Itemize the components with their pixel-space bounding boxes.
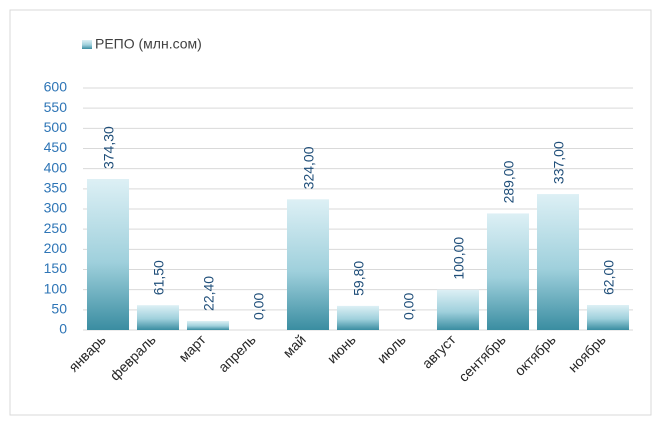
y-tick-label: 150 [44,260,68,276]
value-label: 374,30 [101,126,117,169]
bar [187,320,229,330]
y-tick-label: 300 [44,200,68,216]
y-tick-label: 0 [59,321,67,337]
bar [337,305,379,330]
value-label: 324,00 [301,146,317,189]
value-label: 337,00 [551,141,567,184]
value-label: 61,50 [151,260,167,295]
y-tick-label: 50 [51,301,67,317]
bar [437,289,479,330]
y-tick-label: 250 [44,220,68,236]
value-label: 0,00 [401,293,417,320]
bar [287,199,329,330]
value-label: 0,00 [251,293,267,320]
y-tick-label: 100 [44,280,68,296]
y-tick-label: 600 [44,79,68,95]
bar [87,179,129,330]
y-tick-label: 450 [44,139,68,155]
y-tick-label: 200 [44,240,68,256]
value-label: 22,40 [201,276,217,311]
legend-swatch [82,40,92,49]
bar [587,304,629,330]
y-tick-label: 400 [44,159,68,175]
bar [137,305,179,330]
bar [487,213,529,330]
value-label: 100,00 [451,237,467,280]
bar [537,194,579,330]
value-label: 62,00 [601,260,617,295]
value-label: 289,00 [501,160,517,203]
legend-label: РЕПО (млн.сом) [95,36,202,52]
y-tick-label: 350 [44,180,68,196]
y-tick-label: 550 [44,99,68,115]
value-label: 59,80 [351,261,367,296]
y-tick-label: 500 [44,119,68,135]
